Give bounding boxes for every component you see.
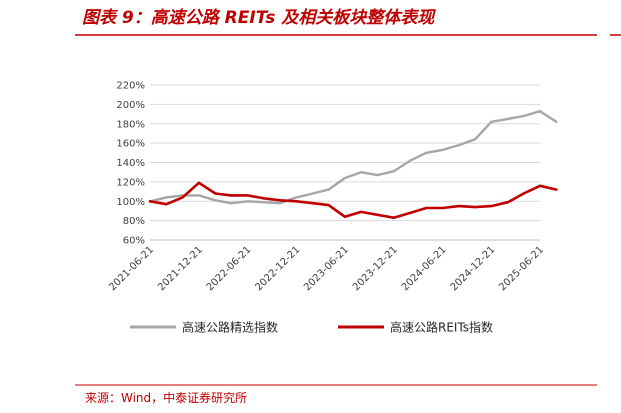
data-point xyxy=(148,200,152,203)
data-point xyxy=(214,192,217,195)
legend-label: 高速公路精选指数 xyxy=(182,320,278,335)
data-point xyxy=(327,204,330,207)
y-tick-label: 200% xyxy=(116,100,145,111)
series-line xyxy=(148,109,558,205)
data-point xyxy=(278,202,282,205)
data-point xyxy=(441,206,444,210)
data-point xyxy=(327,188,330,191)
data-point xyxy=(165,196,168,199)
data-point xyxy=(392,170,395,173)
y-tick-label: 100% xyxy=(116,197,145,208)
series-line xyxy=(148,181,558,219)
data-point xyxy=(278,199,282,202)
y-tick-label: 120% xyxy=(116,177,145,188)
data-point xyxy=(474,138,477,141)
source-note: 来源：Wind，中泰证券研究所 xyxy=(85,391,248,405)
x-tick-label: 2024-12-21 xyxy=(449,244,498,293)
x-tick-label: 2022-06-21 xyxy=(205,244,254,293)
data-point xyxy=(360,210,363,213)
data-point xyxy=(490,120,493,123)
data-point xyxy=(246,194,249,197)
data-point xyxy=(538,184,542,187)
x-tick-label: 2022-12-21 xyxy=(254,244,303,293)
data-point xyxy=(376,213,379,216)
data-point xyxy=(165,203,168,206)
data-point xyxy=(409,159,412,162)
y-tick-label: 180% xyxy=(116,119,145,130)
x-tick-label: 2021-12-21 xyxy=(156,244,205,293)
data-point xyxy=(555,188,558,191)
data-point xyxy=(311,202,314,205)
data-point xyxy=(262,201,265,204)
data-point xyxy=(506,201,510,204)
series-group xyxy=(148,109,558,219)
y-tick-label: 140% xyxy=(116,158,145,169)
x-tick-label: 2025-06-21 xyxy=(497,244,546,293)
data-point xyxy=(343,176,346,180)
data-point xyxy=(474,206,477,209)
data-point xyxy=(295,196,298,199)
data-point xyxy=(522,114,525,118)
data-point xyxy=(311,192,314,195)
data-point xyxy=(441,148,444,151)
data-point xyxy=(230,202,233,205)
data-point xyxy=(457,205,460,208)
data-point xyxy=(555,120,558,123)
data-point xyxy=(343,215,346,218)
data-point xyxy=(230,194,233,197)
legend-label: 高速公路REITs指数 xyxy=(390,320,493,335)
x-axis: 2021-06-21 2021-12-21 2022-06-21 2022-12-21… xyxy=(107,239,546,293)
x-tick-label: 2024-06-21 xyxy=(400,244,449,293)
figure-title: 图表 9：高速公路 REITs 及相关板块整体表现 xyxy=(82,8,435,28)
data-point xyxy=(506,117,510,120)
legend: 高速公路精选指数 高速公路REITs指数 xyxy=(130,320,493,335)
data-point xyxy=(295,200,298,203)
data-point xyxy=(197,194,200,197)
data-point xyxy=(262,197,265,200)
data-point xyxy=(490,205,493,208)
data-point xyxy=(392,216,395,219)
x-tick-label: 2023-06-21 xyxy=(302,244,351,293)
data-point xyxy=(181,196,184,199)
y-axis: 60% 80% 100% 120% 140% 160% 180% 200% 220% xyxy=(116,81,145,247)
y-tick-label: 220% xyxy=(116,81,145,92)
x-tick-label: 2021-06-21 xyxy=(107,244,156,293)
data-point xyxy=(538,110,542,113)
data-point xyxy=(522,192,525,195)
y-tick-label: 80% xyxy=(123,216,145,227)
data-point xyxy=(425,206,428,210)
data-point xyxy=(376,174,379,177)
data-point xyxy=(425,151,428,154)
data-point xyxy=(409,211,412,214)
y-tick-label: 160% xyxy=(116,139,145,150)
data-point xyxy=(214,199,217,202)
data-point xyxy=(197,181,200,184)
data-point xyxy=(457,144,460,147)
y-tick-label: 60% xyxy=(123,236,145,247)
data-point xyxy=(246,200,249,203)
x-tick-label: 2023-12-21 xyxy=(351,244,400,293)
data-point xyxy=(360,171,363,174)
